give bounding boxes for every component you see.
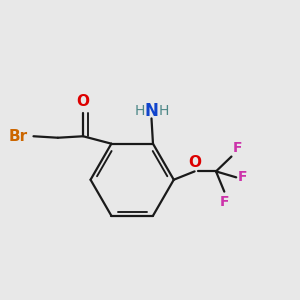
Text: H: H [134,104,145,118]
Text: O: O [189,155,202,170]
Text: O: O [76,94,90,109]
Text: Br: Br [9,129,28,144]
Text: H: H [158,104,169,118]
Text: N: N [145,102,158,120]
Text: F: F [220,195,229,208]
Text: F: F [238,170,247,184]
Text: F: F [232,141,242,155]
